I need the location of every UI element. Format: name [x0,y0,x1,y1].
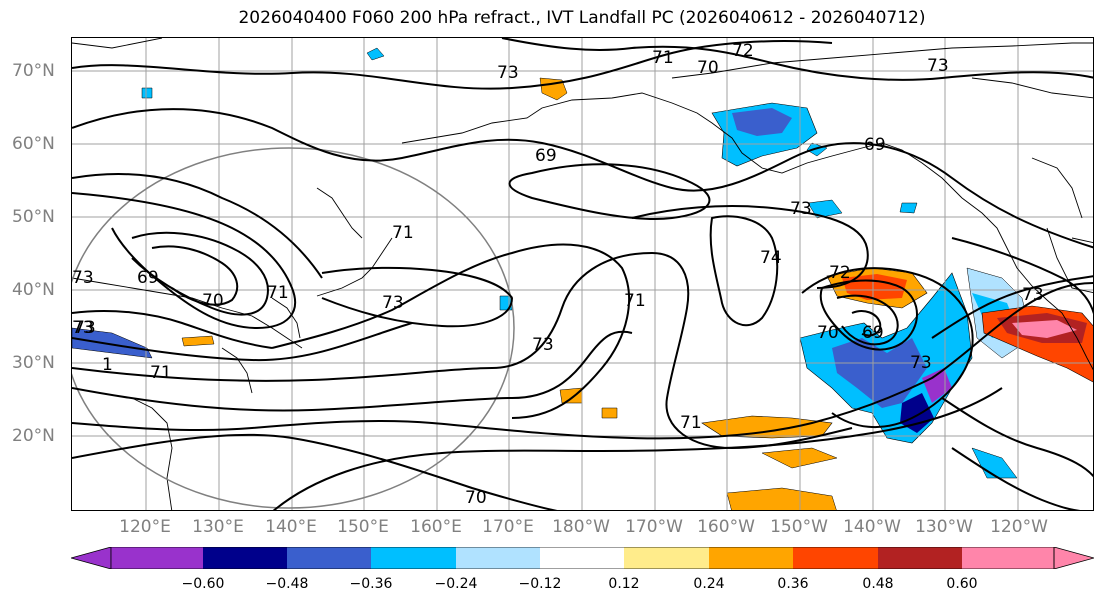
contour-label: 71 [392,223,414,243]
contour-label: 69 [137,268,159,288]
lon-label-140e: 140°E [265,517,317,537]
lon-label-140w: 140°W [843,517,901,537]
lat-label-20n: 20°N [12,426,55,446]
contour-label: 70 [817,323,839,343]
colorbar-segment [962,547,1054,569]
colorbar-extend-low [71,547,112,569]
lat-label-60n: 60°N [12,134,55,154]
colorbar-segment [540,547,624,569]
colorbar-tick: −0.60 [181,576,225,592]
lon-label-160w: 160°W [697,517,755,537]
lon-label-150w: 150°W [770,517,828,537]
lon-label-130e: 130°E [192,517,244,537]
lat-label-40n: 40°N [12,280,55,300]
lon-label-150e: 150°E [337,517,389,537]
colorbar-tick: 0.12 [608,576,640,592]
refractivity-contours [72,38,1093,510]
ivt-shading-mid-orange-2 [601,407,618,419]
colorbar-extend-high [1053,547,1094,569]
ivt-shading-pacific-dark [900,393,934,433]
colorbar-tick: −0.12 [518,576,562,592]
contour-label: 69 [535,146,557,166]
map-canvas: 71 72 70 73 73 69 69 73 73 74 71 72 70 6… [72,38,1093,510]
contour-label: 71 [652,48,674,68]
ivt-shading-subtrop-orange [701,415,833,439]
ivt-shading-patch-1 [141,87,153,99]
ivt-shading-mid-orange [559,387,583,404]
lon-label-170e: 170°E [482,517,534,537]
colorbar-segment [793,547,878,569]
colorbar-outline [110,547,1055,569]
contour-label: 71 [267,283,289,303]
colorbar-tick: 0.24 [693,576,725,592]
colorbar-tick: 0.36 [777,576,809,592]
ivt-shading-alaska-core [732,108,792,136]
ivt-shading-subtrop-orange-3 [726,487,837,510]
ivt-shading-wp-blue [72,327,153,359]
colorbar [71,547,1094,569]
ivt-shading-patch-2 [366,47,385,61]
colorbar-segment [203,547,287,569]
contour-label: 73 [910,353,932,373]
lon-label-160e: 160°E [410,517,462,537]
contour-label: 70 [697,58,719,78]
contour-labels: 71 72 70 73 73 69 69 73 73 74 71 72 70 6… [72,41,1044,508]
colorbar-tick: −0.48 [265,576,309,592]
contour-label: 72 [732,41,754,61]
contour-label: 73 [74,318,96,338]
contour-label: 71 [624,291,646,311]
colorbar-tick: 0.60 [946,576,978,592]
ivt-shading-south-blue [971,447,1018,479]
map-panel[interactable]: 71 72 70 73 73 69 69 73 73 74 71 72 70 6… [71,37,1094,511]
colorbar-segment [456,547,540,569]
colorbar-segment [709,547,793,569]
colorbar-segment [371,547,456,569]
lon-label-130w: 130°W [915,517,973,537]
lat-label-50n: 50°N [12,207,55,227]
contour-label: 71 [150,363,172,383]
contour-label: 73 [927,56,949,76]
contour-label: 73 [790,199,812,219]
contour-label: 1 [102,355,113,375]
colorbar-tick: −0.36 [349,576,393,592]
graticule [72,38,1093,510]
lon-label-120w: 120°W [990,517,1048,537]
coastlines [72,38,1093,510]
lat-label-70n: 70°N [12,61,55,81]
contour-label: 71 [680,413,702,433]
colorbar-segment [287,547,371,569]
colorbar-segment [878,547,962,569]
contour-label: 73 [72,318,94,338]
lat-label-30n: 30°N [12,353,55,373]
lon-label-180w: 180°W [552,517,610,537]
ivt-shading-sw-orange [181,335,215,347]
contour-label: 72 [829,263,851,283]
colorbar-tick: −0.24 [434,576,478,592]
contour-label: 73 [72,268,94,288]
contour-label: 70 [465,488,487,508]
contour-label: 69 [864,135,886,155]
ivt-shading-patch-4 [807,199,843,219]
contour-label: 73 [497,63,519,83]
lon-label-120e: 120°E [119,517,171,537]
landfall-region-circle [72,147,515,509]
colorbar-tick: 0.48 [862,576,894,592]
contour-label: 73 [1022,285,1044,305]
map-title: 2026040400 F060 200 hPa refract., IVT La… [238,8,926,28]
contour-label: 70 [202,291,224,311]
colorbar-segment [624,547,709,569]
colorbar-segment [111,547,203,569]
contour-label: 73 [382,293,404,313]
ivt-shading-west-coast-pink [1012,320,1077,338]
contour-label: 73 [532,335,554,355]
lon-label-170w: 170°W [625,517,683,537]
ivt-shading-patch-3 [899,202,918,214]
contour-label: 69 [862,323,884,343]
shaded-ivt-anomalies [72,47,1093,510]
contour-label: 74 [760,248,782,268]
